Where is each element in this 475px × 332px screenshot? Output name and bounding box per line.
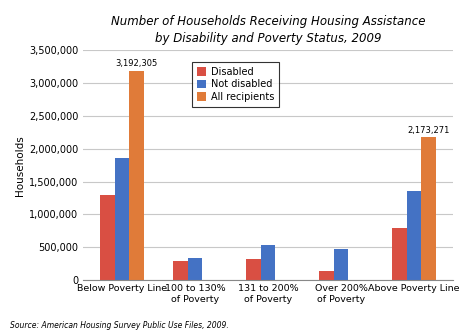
Bar (129, 70, 144, 280)
Bar (100, 195, 115, 280)
Text: 3,192,305: 3,192,305 (115, 59, 158, 68)
Y-axis label: Households: Households (15, 135, 25, 196)
Text: 2,173,271: 2,173,271 (408, 126, 450, 135)
Bar (421, 137, 436, 280)
Bar (173, 261, 188, 280)
Bar (392, 228, 407, 280)
Bar (334, 249, 348, 280)
Bar (188, 258, 202, 280)
Legend: Disabled, Not disabled, All recipients: Disabled, Not disabled, All recipients (192, 62, 279, 107)
Bar (261, 245, 276, 280)
Bar (407, 191, 421, 280)
Bar (246, 260, 261, 280)
Bar (319, 271, 334, 280)
Bar (115, 158, 129, 280)
Title: Number of Households Receiving Housing Assistance
by Disability and Poverty Stat: Number of Households Receiving Housing A… (111, 15, 425, 45)
Text: Source: American Housing Survey Public Use Files, 2009.: Source: American Housing Survey Public U… (10, 321, 228, 330)
